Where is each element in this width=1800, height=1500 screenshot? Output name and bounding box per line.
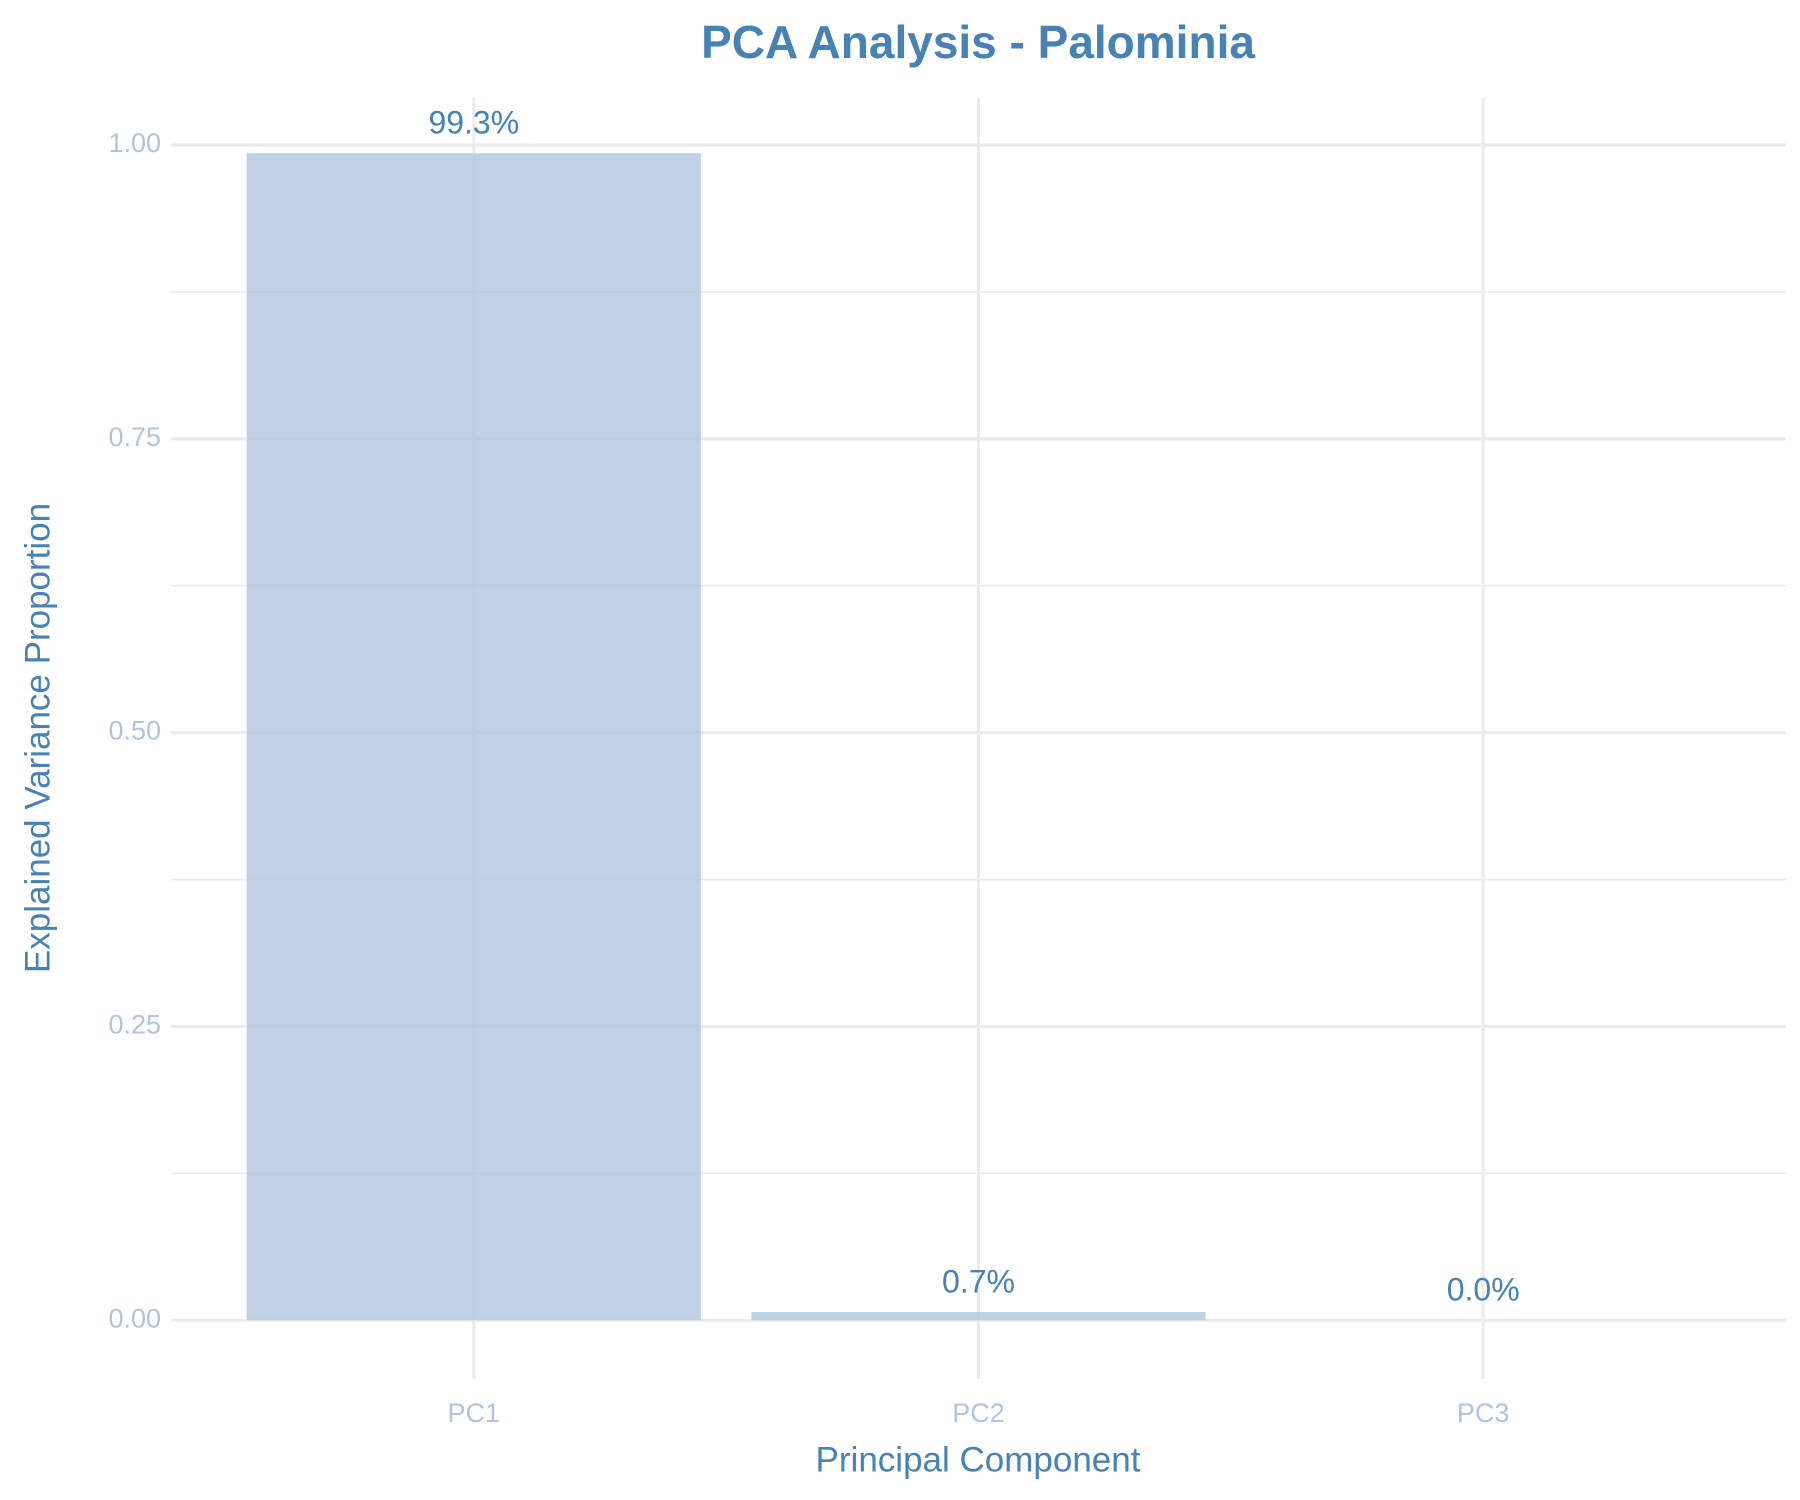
x-axis-title: Principal Component	[816, 1440, 1141, 1479]
chart-title: PCA Analysis - Palominia	[701, 16, 1255, 68]
y-tick-label: 0.50	[108, 716, 161, 746]
y-tick-label: 0.00	[108, 1303, 161, 1333]
value-label: 99.3%	[428, 105, 519, 141]
y-axis-title: Explained Variance Proportion	[18, 503, 57, 973]
x-tick-label: PC2	[952, 1398, 1005, 1428]
x-tick-label: PC3	[1457, 1398, 1510, 1428]
bar	[246, 153, 701, 1321]
x-tick-label: PC1	[448, 1398, 501, 1428]
value-label: 0.7%	[942, 1263, 1015, 1299]
y-tick-label: 0.75	[108, 422, 161, 452]
y-tick-label: 0.25	[108, 1010, 161, 1040]
bar	[751, 1312, 1206, 1321]
y-tick-label: 1.00	[108, 128, 161, 158]
value-label: 0.0%	[1447, 1272, 1520, 1308]
